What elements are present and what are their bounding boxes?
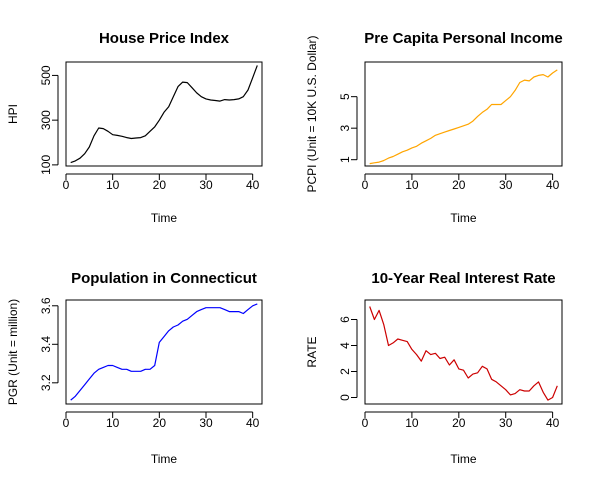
chart-title: Population in Connecticut <box>71 270 257 287</box>
x-tick-label: 30 <box>199 178 213 192</box>
series-line <box>70 65 258 164</box>
x-tick-label: 40 <box>546 178 560 192</box>
chart-panel-4: 10-Year Real Interest Rate 0 10 20 30 40 Time 0… <box>305 270 563 466</box>
y-axis-label: RATE <box>305 336 319 367</box>
x-tick-label: 0 <box>362 178 369 192</box>
y-tick-label: 3.2 <box>39 374 53 391</box>
chart-title: 10-Year Real Interest Rate <box>371 270 555 287</box>
chart-title: House Price Index <box>99 30 230 47</box>
x-axis-label: Time <box>151 211 178 225</box>
series-line <box>369 69 558 165</box>
y-tick-label: 6 <box>338 316 352 323</box>
chart-panel-1: House Price Index 0 10 20 30 40 Time 100 300 500 H… <box>6 30 263 225</box>
x-tick-label: 20 <box>452 416 466 430</box>
chart-title: Pre Capita Personal Income <box>364 30 562 47</box>
x-axis-label: Time <box>450 211 477 225</box>
x-tick-label: 0 <box>63 178 70 192</box>
plot-frame <box>364 299 563 405</box>
y-tick-label: 300 <box>39 110 53 130</box>
x-tick-label: 30 <box>499 416 513 430</box>
y-tick-label: 3 <box>338 125 352 132</box>
chart-panel-3: Population in Connecticut 0 10 20 30 40 Time 3.… <box>6 270 263 466</box>
x-tick-label: 40 <box>246 178 260 192</box>
x-tick-label: 10 <box>106 416 120 430</box>
x-tick-label: 0 <box>362 416 369 430</box>
x-tick-label: 20 <box>153 416 167 430</box>
x-tick-label: 10 <box>405 178 419 192</box>
y-axis-label: PCPI (Unit = 10K U.S. Dollar) <box>305 35 319 192</box>
x-tick-label: 10 <box>106 178 120 192</box>
y-tick-label: 4 <box>338 342 352 349</box>
x-tick-label: 40 <box>546 416 560 430</box>
y-tick-label: 0 <box>338 394 352 401</box>
plot-frame <box>364 61 563 167</box>
x-tick-label: 20 <box>153 178 167 192</box>
chart-panel-2: Pre Capita Personal Income 0 10 20 30 40 Time 1… <box>305 30 563 225</box>
x-tick-label: 40 <box>246 416 260 430</box>
x-axis-label: Time <box>450 452 477 466</box>
y-axis-label: PGR (Unit = million) <box>6 299 20 405</box>
plot-frame <box>65 299 263 405</box>
y-tick-label: 3.4 <box>39 336 53 353</box>
plot-frame <box>65 61 263 167</box>
y-tick-label: 100 <box>39 155 53 175</box>
x-axis-label: Time <box>151 452 178 466</box>
x-tick-label: 30 <box>499 178 513 192</box>
y-tick-label: 2 <box>338 368 352 375</box>
y-tick-label: 5 <box>338 93 352 100</box>
series-line <box>369 306 558 401</box>
y-tick-label: 3.6 <box>39 297 53 314</box>
y-tick-label: 500 <box>39 65 53 85</box>
x-tick-label: 20 <box>452 178 466 192</box>
y-tick-label: 1 <box>338 156 352 163</box>
x-tick-label: 30 <box>199 416 213 430</box>
y-axis-label: HPI <box>6 104 20 124</box>
x-tick-label: 10 <box>405 416 419 430</box>
x-tick-label: 0 <box>63 416 70 430</box>
series-line <box>70 303 258 401</box>
